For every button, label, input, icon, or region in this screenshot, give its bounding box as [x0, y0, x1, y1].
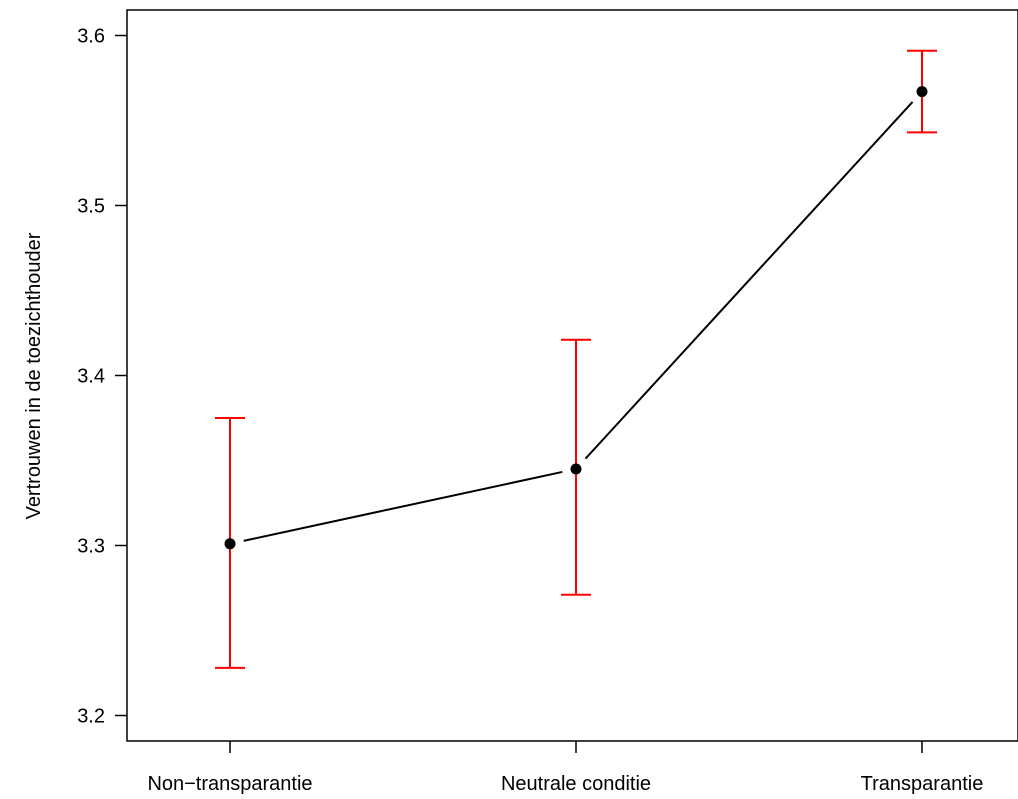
x-axis: Non−transparantie Neutrale conditie Transp…	[147, 741, 983, 795]
data-point	[916, 86, 928, 98]
line-segment	[584, 101, 914, 460]
y-tick-label: 3.5	[77, 196, 105, 218]
data-point	[570, 463, 582, 475]
data-point	[224, 538, 236, 550]
y-tick-label: 3.3	[77, 536, 105, 558]
y-tick-label: 3.2	[77, 706, 105, 728]
series-line	[243, 101, 914, 542]
y-tick-label: 3.6	[77, 26, 105, 48]
x-tick-label: Non−transparantie	[147, 773, 312, 795]
y-axis-title: Vertrouwen in de toezichthouder	[23, 232, 45, 519]
y-axis: 3.2 3.3 3.4 3.5 3.6	[77, 26, 127, 728]
x-tick-label: Neutrale conditie	[501, 773, 651, 795]
data-points	[224, 86, 928, 550]
x-tick-label: Transparantie	[861, 773, 984, 795]
y-tick-label: 3.4	[77, 366, 105, 388]
plot-frame	[126, 9, 1018, 742]
line-segment	[243, 470, 563, 542]
error-bars	[215, 49, 937, 669]
